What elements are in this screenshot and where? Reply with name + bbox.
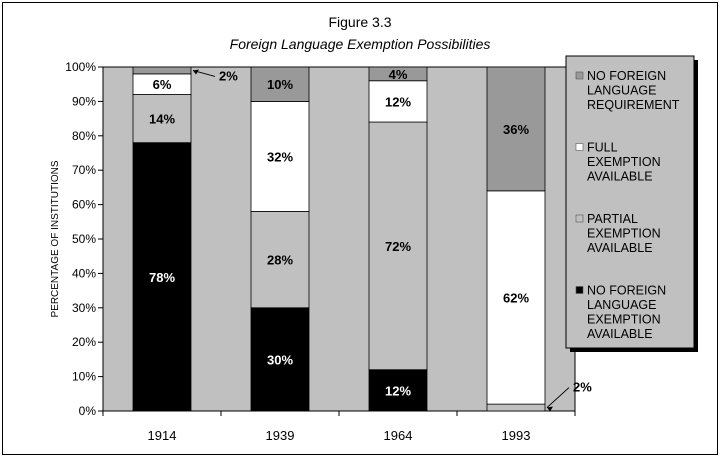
callout-arrowhead [193, 69, 199, 75]
bar-segment [132, 142, 192, 412]
figure-title: Figure 3.3 [328, 14, 392, 30]
data-label: 72% [385, 239, 411, 254]
x-tick-label: 1993 [502, 428, 531, 443]
x-tick-label: 1914 [148, 428, 177, 443]
y-tick-label: 100% [65, 60, 96, 74]
y-tick-label: 20% [72, 335, 96, 349]
bar-segment [368, 66, 428, 82]
bar-segment [368, 80, 428, 123]
legend-label: LANGUAGE [587, 298, 656, 312]
y-tick-label: 60% [72, 198, 96, 212]
legend-label: EXEMPTION [587, 155, 661, 169]
y-tick-label: 40% [72, 266, 96, 280]
legend-label: AVAILABLE [587, 170, 653, 184]
data-label: 12% [385, 94, 411, 109]
legend-label: AVAILABLE [587, 241, 653, 255]
data-label: 2% [219, 68, 238, 83]
data-label: 62% [503, 290, 529, 305]
data-label: 78% [149, 270, 175, 285]
y-tick-label: 80% [72, 129, 96, 143]
legend-label: NO FOREIGN [587, 284, 666, 298]
y-tick-label: 30% [72, 301, 96, 315]
data-label: 32% [267, 149, 293, 164]
legend-swatch [575, 214, 584, 223]
data-label: 4% [389, 67, 408, 82]
y-axis: 0% 10% 20% 30% 40% 50% 60% 70% 80% 90% 100% [65, 60, 104, 418]
data-label: 28% [267, 253, 293, 268]
bars-group [132, 66, 546, 412]
legend-label: LANGUAGE [587, 84, 656, 98]
data-label: 6% [153, 77, 172, 92]
x-tick-label: 1964 [384, 428, 413, 443]
figure-subtitle: Foreign Language Exemption Possibilities [229, 36, 491, 52]
legend-swatch [575, 143, 584, 151]
legend-box [565, 55, 695, 349]
bar-segment [486, 403, 546, 412]
data-label: 36% [503, 122, 529, 137]
y-axis-label: PERCENTAGE OF INSTITUTIONS [50, 160, 61, 317]
legend: NO FOREIGNLANGUAGEREQUIREMENTFULLEXEMPTI… [565, 55, 698, 352]
x-tick-label: 1939 [266, 428, 295, 443]
callout-arrowhead [547, 406, 553, 412]
y-tick-label: 70% [72, 163, 96, 177]
y-tick-label: 90% [72, 94, 96, 108]
legend-label: EXEMPTION [587, 227, 661, 241]
legend-label: AVAILABLE [587, 327, 653, 341]
data-label: 30% [267, 352, 293, 367]
bar-segment [368, 121, 428, 371]
bar-segment [486, 190, 546, 405]
legend-label: NO FOREIGN [587, 69, 666, 83]
data-label: 12% [385, 383, 411, 398]
data-label: 14% [149, 112, 175, 127]
annotations: 78% 14% 6% 2% 30% 28% 32% 10% 12% 72% 12% 4% 2% 62% 36… [149, 67, 592, 412]
legend-label: REQUIREMENT [587, 98, 680, 112]
legend-label: EXEMPTION [587, 313, 661, 327]
bar-segment [250, 66, 310, 102]
bar-segment [368, 369, 428, 412]
data-label: 10% [267, 77, 293, 92]
y-tick-label: 0% [79, 404, 97, 418]
bar-segment [132, 66, 192, 75]
bar-segment [250, 307, 310, 412]
data-label: 2% [573, 380, 592, 395]
x-axis: 1914 1939 1964 1993 [102, 411, 576, 443]
legend-swatch [575, 286, 584, 294]
callout-line [546, 387, 570, 408]
legend-swatch [575, 71, 584, 80]
y-tick-label: 10% [72, 370, 96, 384]
y-tick-label: 50% [72, 232, 96, 246]
legend-label: PARTIAL [587, 212, 638, 226]
legend-label: FULL [587, 141, 618, 155]
bar-segment [486, 66, 546, 192]
